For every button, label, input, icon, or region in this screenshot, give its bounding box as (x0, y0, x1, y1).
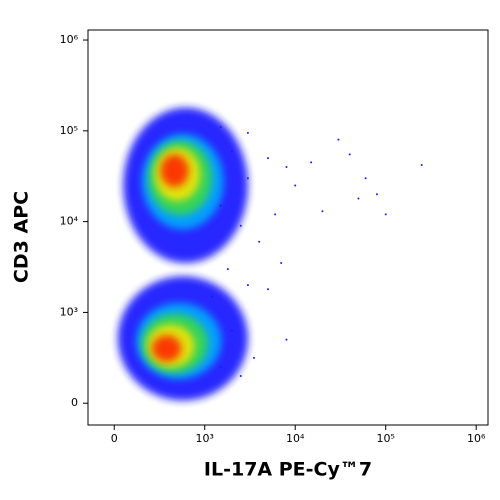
event-dot (246, 284, 249, 287)
y-tick-label: 10⁶ (60, 33, 79, 46)
event-dot (321, 210, 324, 213)
x-tick-label: 0 (111, 432, 118, 445)
event-dot (210, 295, 213, 298)
event-dot (266, 157, 269, 160)
event-dot (285, 338, 288, 341)
event-dot (285, 165, 288, 168)
y-tick-label: 10⁵ (60, 124, 78, 137)
event-dot (219, 365, 222, 368)
event-dot (420, 164, 423, 167)
event-dot (337, 138, 340, 141)
event-dot (239, 224, 242, 227)
plot-area (117, 107, 423, 401)
event-dot (219, 126, 222, 129)
density-level (160, 154, 189, 188)
event-dot (230, 329, 233, 332)
y-tick-label: 10⁴ (60, 215, 79, 228)
event-dot (219, 204, 222, 207)
y-tick-label: 0 (71, 396, 78, 409)
event-dot (246, 177, 249, 180)
event-dot (274, 213, 277, 216)
event-dot (230, 149, 233, 152)
plot-frame (87, 29, 489, 426)
event-dot (280, 262, 283, 265)
event-dot (375, 193, 378, 196)
x-tick-label: 10⁵ (377, 432, 395, 445)
event-dot (239, 374, 242, 377)
y-axis-label: CD3 APC (11, 191, 33, 283)
event-dot (258, 240, 261, 243)
x-tick-label: 10³ (196, 432, 214, 445)
event-dot (348, 153, 351, 156)
event-dot (384, 213, 387, 216)
event-dot (226, 268, 229, 271)
x-axis-label: IL-17A PE-Cy™7 (204, 459, 372, 481)
event-dot (266, 288, 269, 291)
x-tick-label: 10⁶ (467, 432, 486, 445)
event-dot (246, 131, 249, 134)
event-dot (357, 197, 360, 200)
y-tick-label: 10³ (60, 305, 78, 318)
event-dot (294, 184, 297, 187)
event-dot (364, 177, 367, 180)
x-tick-label: 10⁴ (286, 432, 305, 445)
density-level (152, 335, 182, 362)
event-dot (252, 356, 255, 359)
event-dot (310, 161, 313, 164)
